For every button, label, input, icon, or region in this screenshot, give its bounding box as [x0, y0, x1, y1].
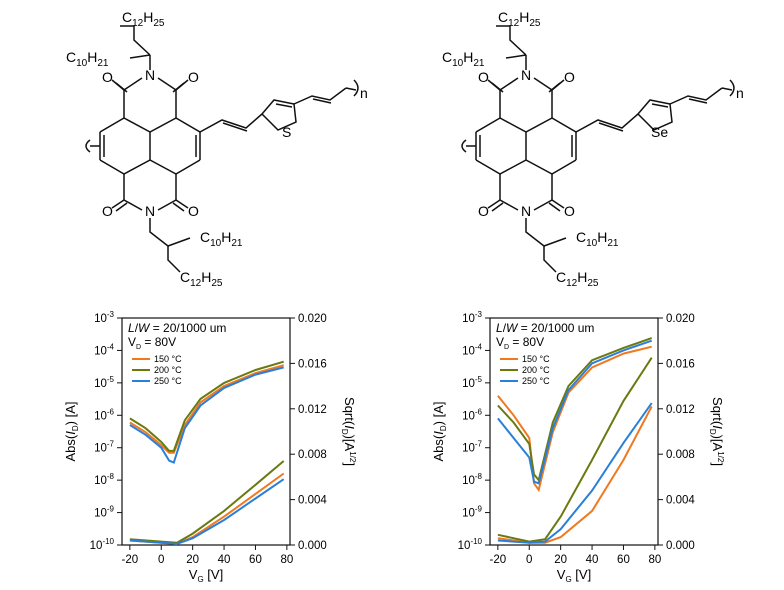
atom-o: O [564, 203, 575, 219]
y-tick-label: 10-7 [94, 440, 114, 455]
x-tick-label: -20 [490, 554, 507, 566]
y2-tick-label: 0.000 [666, 540, 695, 552]
transfer-chart-selenophene: -20 0 20 40 60 80 10-3 10-4 10-5 10-6 10-7 10-8 10-9… [431, 310, 725, 584]
chain-label-c10h21-top: C10H21 [66, 49, 109, 69]
legend-label: 200 °C [154, 365, 182, 375]
annotation-vd: VD = 80V [128, 335, 176, 351]
y-axis-label: Abs(ID) [A] [431, 402, 448, 462]
annotation-lw: L/W = 20/1000 um [128, 321, 226, 335]
series-line-sqrt [497, 402, 653, 544]
heteroatom-label: S [282, 124, 291, 140]
x-tick-label: 80 [648, 554, 661, 566]
chain-label-c10h21-top: C10H21 [442, 49, 485, 69]
atom-o: O [478, 203, 489, 219]
chain-label-c10h21-bottom: C10H21 [200, 229, 243, 249]
series-line-transfer [497, 345, 652, 493]
structure-thiophene [85, 25, 359, 273]
legend-label: 250 °C [522, 376, 550, 386]
legend-label: 200 °C [522, 365, 550, 375]
y2-tick-label: 0.004 [666, 495, 695, 507]
x-tick-label: 0 [526, 554, 532, 566]
y2-tick-label: 0.008 [666, 449, 695, 461]
series-line-transfer [129, 366, 284, 464]
y-tick-label: 10-4 [94, 342, 114, 357]
x-tick-label: 20 [554, 554, 567, 566]
series-line-sqrt [129, 478, 285, 545]
series-line-sqrt [497, 357, 653, 543]
series-line-transfer [497, 339, 653, 485]
series-line-sqrt [129, 472, 285, 545]
y2-tick-label: 0.012 [298, 404, 327, 416]
annotation-vd: VD = 80V [496, 335, 544, 351]
legend-label: 150 °C [522, 354, 550, 364]
y-tick-label: 10-5 [462, 375, 482, 390]
repeat-n-label: n [736, 85, 744, 101]
x-tick-label: 20 [186, 554, 199, 566]
y-tick-label: 10-3 [94, 310, 114, 325]
y-tick-label: 10-4 [462, 342, 482, 357]
atom-o: O [188, 69, 199, 85]
y2-tick-label: 0.000 [298, 540, 327, 552]
x-tick-label: 80 [280, 554, 293, 566]
y-tick-label: 10-10 [90, 537, 115, 552]
y2-axis-label: Sqrt(ID)[A1/2] [340, 397, 357, 466]
x-tick-label: 60 [249, 554, 262, 566]
structure-selenophene [461, 25, 735, 273]
legend-label: 250 °C [154, 376, 182, 386]
y-tick-label: 10-9 [462, 505, 482, 520]
x-tick-label: 40 [218, 554, 231, 566]
heteroatom-label: Se [651, 124, 668, 140]
series-line-transfer [129, 364, 284, 454]
chain-label-c10h21-bottom: C10H21 [576, 229, 619, 249]
y2-tick-label: 0.016 [666, 358, 695, 370]
transfer-chart-thiophene: -20 0 20 40 60 80 10-3 10-4 10-5 10-6 10-7 10-8 10-9… [63, 310, 357, 584]
y-tick-label: 10-9 [94, 505, 114, 520]
atom-o: O [188, 203, 199, 219]
atom-o: O [564, 69, 575, 85]
y-tick-label: 10-8 [462, 472, 482, 487]
y2-tick-label: 0.020 [666, 313, 695, 325]
chain-label-c12h25-bottom: C12H25 [180, 269, 223, 289]
legend-label: 150 °C [154, 354, 182, 364]
chain-label-c12h25-bottom: C12H25 [556, 269, 599, 289]
y-tick-label: 10-3 [462, 310, 482, 325]
x-axis-label: VG [V] [189, 567, 223, 584]
structure-thiophene-labels: C12H25 C10H21 N O O N O O S C10H21 C12H2… [66, 9, 368, 289]
atom-o: O [102, 203, 113, 219]
y2-tick-label: 0.008 [298, 449, 327, 461]
x-axis-label: VG [V] [557, 567, 591, 584]
series-line-sqrt [129, 460, 285, 544]
atom-n-bottom: N [521, 203, 531, 219]
y2-tick-label: 0.004 [298, 495, 327, 507]
atom-n-bottom: N [145, 203, 155, 219]
series-line-transfer [129, 360, 284, 452]
series-line-transfer [497, 337, 653, 483]
x-tick-label: 0 [158, 554, 164, 566]
atom-o: O [478, 69, 489, 85]
y-tick-label: 10-7 [462, 440, 482, 455]
plot-frame [121, 317, 291, 546]
y-tick-label: 10-6 [462, 407, 482, 422]
y-axis-label: Abs(ID) [A] [63, 402, 80, 462]
x-tick-label: -20 [122, 554, 139, 566]
y2-tick-label: 0.012 [666, 404, 695, 416]
atom-n-top: N [521, 67, 531, 83]
y2-tick-label: 0.016 [298, 358, 327, 370]
y-tick-label: 10-8 [94, 472, 114, 487]
y-tick-label: 10-6 [94, 407, 114, 422]
annotation-lw: L/W = 20/1000 um [496, 321, 594, 335]
x-tick-label: 40 [586, 554, 599, 566]
y-tick-label: 10-10 [458, 537, 483, 552]
x-tick-label: 60 [617, 554, 630, 566]
repeat-n-label: n [360, 85, 368, 101]
y-tick-label: 10-5 [94, 375, 114, 390]
plot-frame [489, 317, 659, 546]
y2-axis-label: Sqrt(ID)[A1/2] [708, 397, 725, 466]
atom-o: O [102, 69, 113, 85]
structure-selenophene-labels: C12H25 C10H21 N O O N O O Se C10H21 C12H… [442, 9, 744, 289]
atom-n-top: N [145, 67, 155, 83]
y2-tick-label: 0.020 [298, 313, 327, 325]
